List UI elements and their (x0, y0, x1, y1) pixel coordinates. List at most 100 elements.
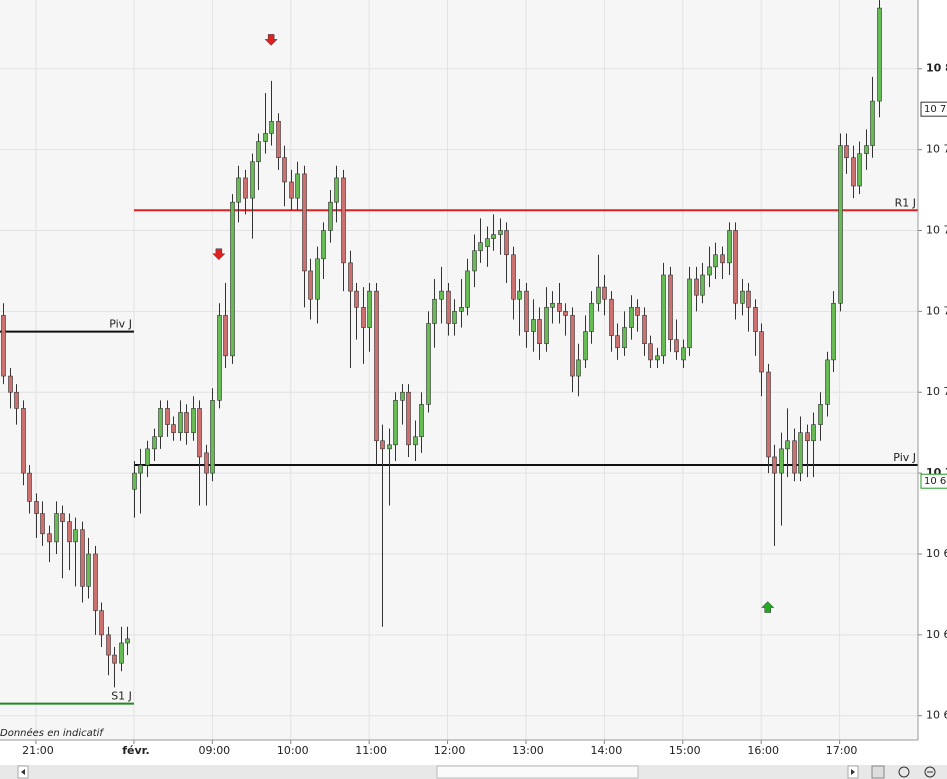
candle-body (851, 157, 856, 187)
candle-body (204, 452, 209, 474)
grid (0, 0, 918, 740)
candle-body (334, 177, 339, 203)
candle-body (54, 513, 59, 543)
zoom-out-button[interactable] (924, 766, 936, 778)
level-label: S1 J (111, 690, 132, 703)
candle-body (132, 472, 137, 490)
candle-body (537, 319, 542, 345)
candle-body (622, 327, 627, 349)
candle-body (439, 290, 444, 300)
candle-body (269, 121, 274, 134)
candle-body (779, 448, 784, 474)
candle-body (40, 513, 45, 535)
candle-body (295, 173, 300, 199)
y-tick-label: 10 660 (926, 628, 947, 641)
candle-body (289, 181, 294, 199)
candle-body (713, 254, 718, 268)
price-marker (920, 473, 947, 489)
candle-body (250, 161, 255, 199)
y-tick-label: 10 680 (926, 547, 947, 560)
scroll-thumb[interactable] (436, 765, 639, 779)
level-label: R1 J (895, 196, 916, 209)
candle-body (655, 355, 660, 361)
y-tick-label: 10 720 (926, 385, 947, 398)
candle-body (67, 521, 72, 543)
candle-body (413, 436, 418, 446)
candle-body (21, 408, 26, 474)
candle-body (740, 290, 745, 304)
candle-body (302, 173, 307, 272)
candle-body (400, 391, 405, 401)
candle-body (557, 302, 562, 312)
candle-body (178, 412, 183, 433)
candle-body (798, 432, 803, 474)
candle-body (648, 343, 653, 361)
candle-body (707, 266, 712, 276)
candle-body (720, 254, 725, 264)
candle-body (138, 464, 143, 474)
candle-body (374, 290, 379, 442)
x-tick-label: 16:00 (747, 744, 779, 757)
candle-body (106, 634, 111, 656)
settings-button[interactable] (871, 765, 885, 779)
candle-body (80, 529, 85, 587)
candle-body (282, 157, 287, 183)
y-tick-label: 10 760 (926, 223, 947, 236)
x-tick-label: 15:00 (669, 744, 701, 757)
candle-body (877, 7, 882, 102)
arrow-icon (851, 769, 855, 775)
candle-body (217, 315, 222, 401)
x-tick-label: 12:00 (434, 744, 466, 757)
candle-body (8, 375, 13, 393)
x-tick-label: 11:00 (355, 744, 387, 757)
candle-body (361, 307, 366, 328)
candle-body (485, 238, 490, 247)
candle-body (315, 258, 320, 300)
candle-body (387, 444, 392, 450)
candle-body (184, 412, 189, 433)
candle-body (498, 230, 503, 235)
x-tick-label: 14:00 (591, 744, 623, 757)
candle-body (759, 331, 764, 373)
candle-body (524, 290, 529, 332)
candle-body (825, 359, 830, 405)
candle-body (230, 201, 235, 357)
candles (1, 0, 882, 688)
candle-body (766, 371, 771, 458)
price-marker (920, 101, 947, 117)
candle-body (772, 456, 777, 474)
candle-body (393, 400, 398, 446)
candle-body (629, 307, 634, 328)
candle-body (491, 234, 496, 239)
y-tick-label: 10 740 (926, 304, 947, 317)
candle-body (276, 121, 281, 159)
candle-body (354, 290, 359, 308)
candle-body (426, 323, 431, 405)
candle-body (210, 400, 215, 474)
candle-body (635, 307, 640, 316)
candle-body (34, 501, 39, 514)
candle-body (544, 307, 549, 345)
candle-body (531, 319, 536, 332)
candle-body (615, 335, 620, 349)
candle-body (609, 298, 614, 336)
candle-body (746, 290, 751, 308)
zoom-in-button[interactable] (898, 766, 910, 778)
candle-body (785, 440, 790, 450)
candle-body (419, 404, 424, 438)
candle-body (687, 278, 692, 349)
candle-body (171, 424, 176, 433)
candle-body (504, 230, 509, 256)
level-label: Piv J (109, 318, 132, 331)
candle-body (838, 145, 843, 304)
candle-body (459, 307, 464, 312)
candle-body (733, 230, 738, 304)
candle-body (99, 610, 104, 636)
level-label: Piv J (893, 451, 916, 464)
candle-body (831, 302, 836, 361)
candle-body (263, 133, 268, 142)
candle-body (694, 278, 699, 296)
x-tick-label: 17:00 (826, 744, 858, 757)
